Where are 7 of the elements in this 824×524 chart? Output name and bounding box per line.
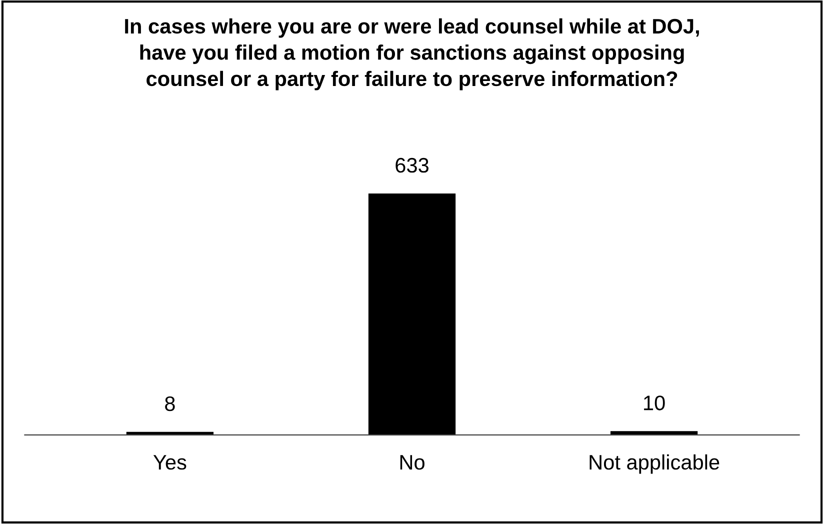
x-tick-label: Yes (153, 455, 186, 470)
x-tick-label: No (400, 455, 424, 470)
data-label: 10 (644, 396, 665, 410)
x-tick-label: Not applicable (590, 454, 720, 474)
data-label: 633 (396, 158, 428, 173)
chart-title: In cases where you are or were lead counsel while at DOJ, have you filed a motion for sanctions against opposing counsel or a party for failure to preserve information? (125, 18, 699, 90)
data-label: 8 (165, 396, 175, 412)
